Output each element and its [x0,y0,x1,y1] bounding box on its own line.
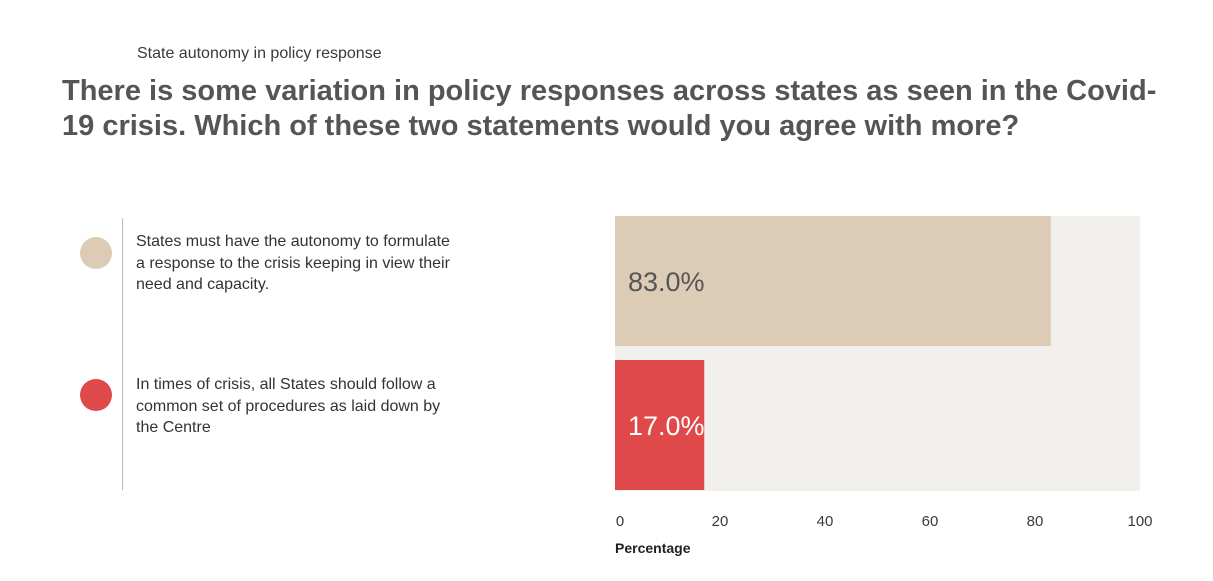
legend-text-autonomy: States must have the autonomy to formula… [136,233,450,293]
x-tick-label: 0 [616,513,624,530]
x-tick-label: 40 [817,513,834,530]
x-axis-label: Percentage [615,540,691,556]
legend-dot-common-procedures [80,379,112,411]
legend-dot-autonomy [80,237,112,269]
x-tick-label: 60 [922,513,939,530]
chart-subtitle: State autonomy in policy response [137,45,382,62]
x-tick-label: 80 [1027,513,1044,530]
bar-value-label-1: 17.0% [628,411,705,441]
bar-0 [615,216,1051,346]
chart-title: There is some variation in policy respon… [62,75,1157,142]
x-tick-label: 100 [1127,513,1152,530]
legend-divider [122,218,123,490]
bar-1 [615,360,705,490]
legend-text-common-procedures: In times of crisis, all States should fo… [136,376,441,436]
bar-value-label-0: 83.0% [628,267,705,297]
x-tick-label: 20 [712,513,729,530]
